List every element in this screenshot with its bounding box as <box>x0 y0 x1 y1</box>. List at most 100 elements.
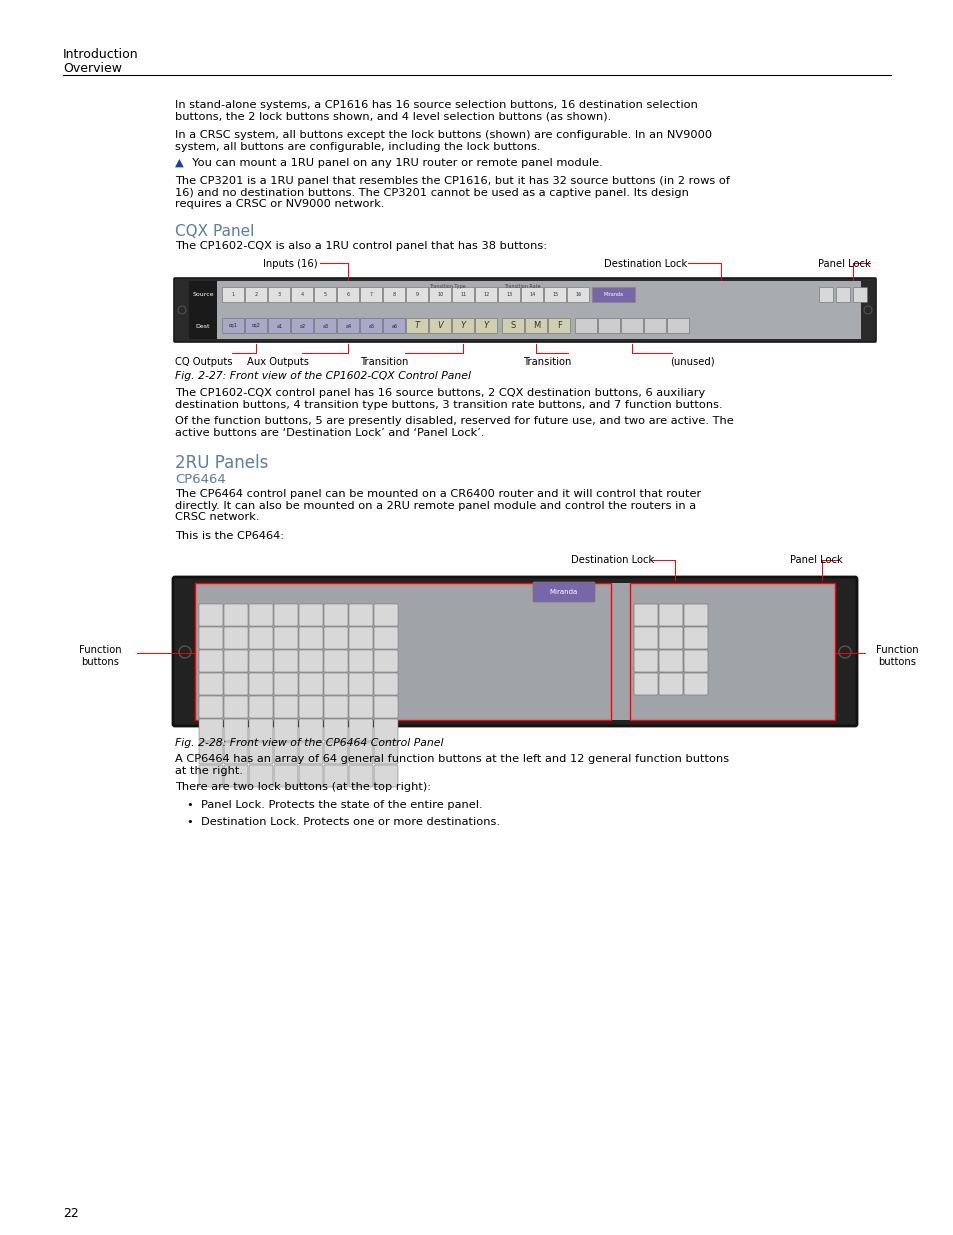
FancyBboxPatch shape <box>349 650 373 672</box>
Text: Y: Y <box>460 321 466 331</box>
FancyBboxPatch shape <box>199 719 223 741</box>
FancyBboxPatch shape <box>298 764 323 787</box>
FancyBboxPatch shape <box>268 319 291 333</box>
Text: Fig. 2-28: Front view of the CP6464 Control Panel: Fig. 2-28: Front view of the CP6464 Cont… <box>174 739 443 748</box>
FancyBboxPatch shape <box>324 627 348 650</box>
Text: CQ Outputs: CQ Outputs <box>174 357 233 367</box>
Text: a6: a6 <box>391 324 397 329</box>
Text: 10: 10 <box>436 293 443 298</box>
FancyBboxPatch shape <box>274 604 297 626</box>
FancyBboxPatch shape <box>224 604 248 626</box>
FancyBboxPatch shape <box>172 577 856 726</box>
Text: a4: a4 <box>345 324 352 329</box>
FancyBboxPatch shape <box>324 697 348 718</box>
Text: CP6464: CP6464 <box>174 473 226 487</box>
FancyBboxPatch shape <box>374 627 397 650</box>
FancyBboxPatch shape <box>349 697 373 718</box>
FancyBboxPatch shape <box>620 319 643 333</box>
Text: Miranda: Miranda <box>549 589 578 595</box>
FancyBboxPatch shape <box>224 719 248 741</box>
FancyBboxPatch shape <box>544 288 566 303</box>
FancyBboxPatch shape <box>498 288 520 303</box>
FancyBboxPatch shape <box>634 673 658 695</box>
FancyBboxPatch shape <box>360 288 382 303</box>
FancyBboxPatch shape <box>836 288 850 303</box>
FancyBboxPatch shape <box>659 673 682 695</box>
Text: In a CRSC system, all buttons except the lock buttons (shown) are configurable. : In a CRSC system, all buttons except the… <box>174 130 711 152</box>
FancyBboxPatch shape <box>298 650 323 672</box>
FancyBboxPatch shape <box>298 697 323 718</box>
FancyBboxPatch shape <box>249 764 273 787</box>
FancyBboxPatch shape <box>249 604 273 626</box>
Bar <box>189 282 216 310</box>
Text: a1: a1 <box>276 324 282 329</box>
FancyBboxPatch shape <box>199 764 223 787</box>
Text: You can mount a 1RU panel on any 1RU router or remote panel module.: You can mount a 1RU panel on any 1RU rou… <box>185 158 602 168</box>
FancyBboxPatch shape <box>659 627 682 650</box>
Text: a3: a3 <box>322 324 328 329</box>
Text: 7: 7 <box>370 293 373 298</box>
Text: There are two lock buttons (at the top right):: There are two lock buttons (at the top r… <box>174 782 431 792</box>
FancyBboxPatch shape <box>452 319 474 333</box>
Text: Transition: Transition <box>522 357 571 367</box>
FancyBboxPatch shape <box>224 697 248 718</box>
FancyBboxPatch shape <box>659 650 682 672</box>
FancyBboxPatch shape <box>475 319 497 333</box>
Text: Destination Lock: Destination Lock <box>571 555 654 564</box>
FancyBboxPatch shape <box>298 627 323 650</box>
Text: V: V <box>437 321 443 331</box>
FancyBboxPatch shape <box>298 673 323 695</box>
FancyBboxPatch shape <box>349 719 373 741</box>
Text: Panel Lock: Panel Lock <box>789 555 841 564</box>
FancyBboxPatch shape <box>292 288 314 303</box>
FancyBboxPatch shape <box>533 582 595 601</box>
FancyBboxPatch shape <box>349 673 373 695</box>
FancyBboxPatch shape <box>349 604 373 626</box>
FancyBboxPatch shape <box>853 288 866 303</box>
FancyBboxPatch shape <box>298 719 323 741</box>
FancyBboxPatch shape <box>683 650 707 672</box>
FancyBboxPatch shape <box>349 627 373 650</box>
FancyBboxPatch shape <box>224 764 248 787</box>
FancyBboxPatch shape <box>224 673 248 695</box>
Text: 14: 14 <box>529 293 535 298</box>
Bar <box>189 282 861 338</box>
Text: Dest: Dest <box>195 324 210 329</box>
FancyBboxPatch shape <box>360 319 382 333</box>
Text: Panel Lock: Panel Lock <box>817 259 870 269</box>
Text: Function
buttons: Function buttons <box>78 645 121 667</box>
FancyBboxPatch shape <box>644 319 666 333</box>
FancyBboxPatch shape <box>274 764 297 787</box>
FancyBboxPatch shape <box>245 319 267 333</box>
FancyBboxPatch shape <box>324 604 348 626</box>
Text: 8: 8 <box>393 293 395 298</box>
Text: The CP3201 is a 1RU panel that resembles the CP1616, but it has 32 source button: The CP3201 is a 1RU panel that resembles… <box>174 177 729 209</box>
Text: 2RU Panels: 2RU Panels <box>174 454 268 472</box>
Text: 22: 22 <box>63 1207 79 1220</box>
Text: F: F <box>557 321 561 331</box>
FancyBboxPatch shape <box>819 288 833 303</box>
FancyBboxPatch shape <box>521 288 543 303</box>
Text: 5: 5 <box>324 293 327 298</box>
FancyBboxPatch shape <box>667 319 689 333</box>
FancyBboxPatch shape <box>249 627 273 650</box>
Bar <box>189 310 216 338</box>
FancyBboxPatch shape <box>268 288 291 303</box>
Text: 9: 9 <box>416 293 418 298</box>
FancyBboxPatch shape <box>452 288 474 303</box>
Text: 16: 16 <box>575 293 581 298</box>
Text: Transition Type: Transition Type <box>428 284 465 289</box>
Text: Destination Lock: Destination Lock <box>603 259 686 269</box>
FancyBboxPatch shape <box>374 764 397 787</box>
FancyBboxPatch shape <box>324 650 348 672</box>
FancyBboxPatch shape <box>298 742 323 764</box>
Text: S: S <box>511 321 516 331</box>
FancyBboxPatch shape <box>324 764 348 787</box>
FancyBboxPatch shape <box>222 319 244 333</box>
FancyBboxPatch shape <box>349 764 373 787</box>
Text: Introduction: Introduction <box>63 48 138 61</box>
FancyBboxPatch shape <box>567 288 589 303</box>
FancyBboxPatch shape <box>224 742 248 764</box>
FancyBboxPatch shape <box>274 673 297 695</box>
FancyBboxPatch shape <box>592 288 635 303</box>
